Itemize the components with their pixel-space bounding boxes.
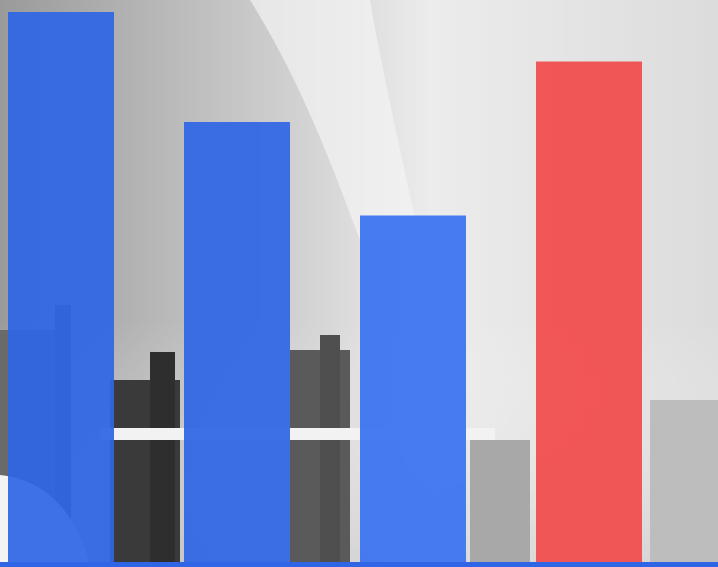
bar bbox=[184, 122, 290, 562]
bar bbox=[536, 61, 642, 562]
bar bbox=[8, 12, 114, 562]
bar bbox=[360, 215, 466, 562]
plot-area bbox=[8, 12, 642, 562]
baseline-strip bbox=[0, 562, 718, 567]
